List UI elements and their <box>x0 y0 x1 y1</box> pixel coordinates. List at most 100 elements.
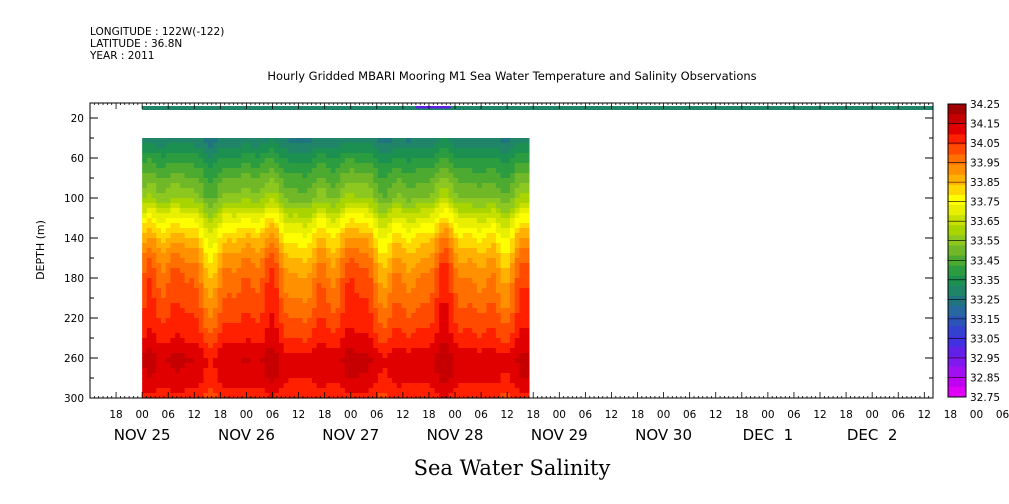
heatmap-cell <box>429 383 436 389</box>
heatmap-cell <box>208 298 214 304</box>
heatmap-cell <box>349 393 355 399</box>
heatmap-cell <box>307 348 313 354</box>
heatmap-cell <box>269 198 275 204</box>
heatmap-cell <box>208 303 214 309</box>
heatmap-cell <box>189 268 195 274</box>
heatmap-cell <box>184 198 190 204</box>
heatmap-cell <box>326 338 332 344</box>
heatmap-cell <box>382 368 388 374</box>
heatmap-cell <box>401 143 407 149</box>
heatmap-cell <box>250 223 256 229</box>
heatmap-cell <box>151 253 157 259</box>
heatmap-cell <box>260 268 266 274</box>
heatmap-cell <box>146 303 153 309</box>
heatmap-cell <box>406 203 412 209</box>
heatmap-cell <box>241 338 247 344</box>
heatmap-cell <box>392 168 398 174</box>
heatmap-cell <box>274 288 280 294</box>
heatmap-cell <box>434 138 440 144</box>
heatmap-cell <box>505 158 511 164</box>
heatmap-cell <box>302 223 308 229</box>
heatmap-cell <box>165 173 172 179</box>
x-hour-label: 06 <box>162 409 176 421</box>
heatmap-cell <box>373 263 379 269</box>
heatmap-cell <box>382 388 388 394</box>
heatmap-cell <box>392 308 398 314</box>
heatmap-cell <box>170 283 176 289</box>
heatmap-cell <box>264 388 271 394</box>
heatmap-cell <box>415 258 422 264</box>
heatmap-cell <box>288 188 294 194</box>
heatmap-cell <box>458 188 464 194</box>
heatmap-cell <box>146 268 153 274</box>
heatmap-cell <box>302 338 308 344</box>
heatmap-cell <box>250 368 256 374</box>
heatmap-cell <box>500 208 506 214</box>
heatmap-cell <box>481 153 488 159</box>
heatmap-cell <box>278 143 285 149</box>
heatmap-cell <box>387 143 393 149</box>
heatmap-cell <box>255 353 261 359</box>
heatmap-cell <box>377 343 384 349</box>
heatmap-cell <box>245 208 252 214</box>
heatmap-cell <box>363 363 370 369</box>
heatmap-cell <box>510 163 516 169</box>
heatmap-cell <box>161 168 167 174</box>
heatmap-cell <box>165 328 172 334</box>
heatmap-cell <box>250 138 256 144</box>
heatmap-cell <box>410 268 417 274</box>
heatmap-cell <box>194 153 200 159</box>
heatmap-cell <box>524 278 530 284</box>
heatmap-cell <box>330 138 337 144</box>
heatmap-cell <box>283 293 289 299</box>
heatmap-cell <box>363 393 370 399</box>
heatmap-cell <box>255 393 261 399</box>
heatmap-cell <box>231 153 238 159</box>
heatmap-cell <box>373 298 379 304</box>
heatmap-cell <box>222 238 228 244</box>
heatmap-cell <box>406 278 412 284</box>
heatmap-cell <box>453 148 459 154</box>
heatmap-cell <box>458 243 464 249</box>
heatmap-cell <box>410 368 417 374</box>
heatmap-cell <box>514 288 521 294</box>
heatmap-cell <box>486 318 492 324</box>
heatmap-cell <box>293 223 299 229</box>
heatmap-cell <box>453 158 459 164</box>
heatmap-cell <box>472 193 478 199</box>
heatmap-cell <box>170 298 176 304</box>
heatmap-cell <box>491 303 497 309</box>
heatmap-cell <box>396 268 403 274</box>
heatmap-cell <box>415 333 422 339</box>
heatmap-cell <box>194 328 200 334</box>
heatmap-cell <box>269 268 275 274</box>
heatmap-cell <box>396 153 403 159</box>
heatmap-cell <box>387 388 393 394</box>
heatmap-cell <box>194 363 200 369</box>
heatmap-cell <box>340 273 346 279</box>
heatmap-cell <box>462 253 469 259</box>
heatmap-cell <box>189 363 195 369</box>
heatmap-cell <box>311 228 318 234</box>
heatmap-cell <box>410 363 417 369</box>
heatmap-cell <box>453 263 459 269</box>
heatmap-cell <box>335 373 341 379</box>
heatmap-cell <box>420 338 426 344</box>
heatmap-cell <box>510 188 516 194</box>
heatmap-cell <box>387 188 393 194</box>
heatmap-cell <box>146 318 153 324</box>
heatmap-cell <box>245 328 252 334</box>
heatmap-cell <box>382 273 388 279</box>
heatmap-cell <box>481 263 488 269</box>
heatmap-cell <box>222 353 228 359</box>
heatmap-cell <box>326 288 332 294</box>
heatmap-cell <box>491 273 497 279</box>
heatmap-cell <box>443 248 450 254</box>
heatmap-cell <box>392 243 398 249</box>
heatmap-cell <box>443 303 450 309</box>
heatmap-cell <box>477 148 483 154</box>
heatmap-cell <box>439 378 445 384</box>
heatmap-cell <box>472 313 478 319</box>
heatmap-cell <box>368 303 374 309</box>
heatmap-cell <box>222 198 228 204</box>
